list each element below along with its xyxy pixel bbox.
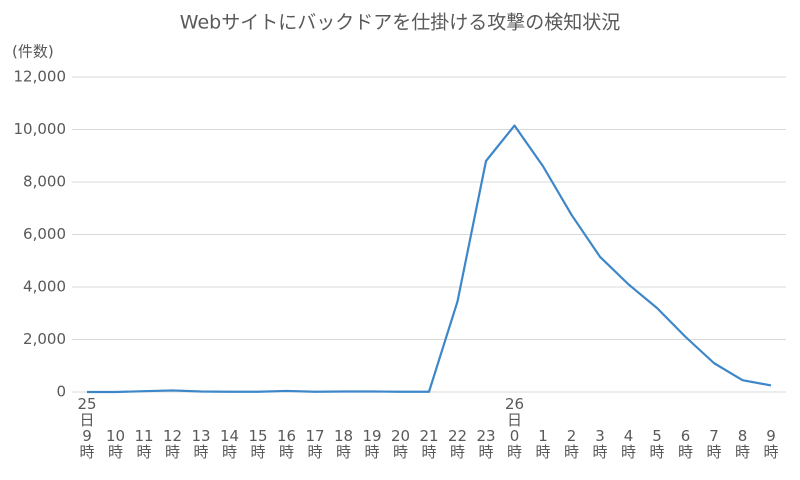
x-tick-label: 23 時 (476, 427, 495, 461)
x-tick-label: 25 日 9 時 (77, 395, 96, 461)
chart-title: Webサイトにバックドアを仕掛ける攻撃の検知状況 (180, 12, 620, 34)
x-tick-label: 21 時 (419, 427, 438, 461)
data-line (87, 124, 772, 394)
x-tick-label: 19 時 (362, 427, 381, 461)
x-tick-label: 10 時 (106, 427, 125, 461)
x-tick-label: 18 時 (334, 427, 353, 461)
x-tick-label: 26 日 0 時 (505, 395, 524, 461)
y-tick-label: 4,000 (23, 278, 66, 296)
x-tick-label: 11 時 (134, 427, 153, 461)
y-tick-label: 6,000 (23, 225, 66, 243)
x-tick-label: 20 時 (391, 427, 410, 461)
x-tick-label: 14 時 (220, 427, 239, 461)
x-tick-label: 16 時 (277, 427, 296, 461)
x-tick-label: 12 時 (163, 427, 182, 461)
x-tick-label: 15 時 (248, 427, 267, 461)
x-tick-label: 13 時 (191, 427, 210, 461)
y-tick-label: 12,000 (14, 68, 67, 86)
y-tick-label: 8,000 (23, 173, 66, 191)
y-unit: (件数) (12, 43, 54, 61)
y-tick-label: 0 (56, 383, 66, 401)
y-tick-label: 10,000 (14, 120, 67, 138)
x-tick-label: 22 時 (448, 427, 467, 461)
x-tick-label: 17 時 (305, 427, 324, 461)
y-tick-label: 2,000 (23, 330, 66, 348)
